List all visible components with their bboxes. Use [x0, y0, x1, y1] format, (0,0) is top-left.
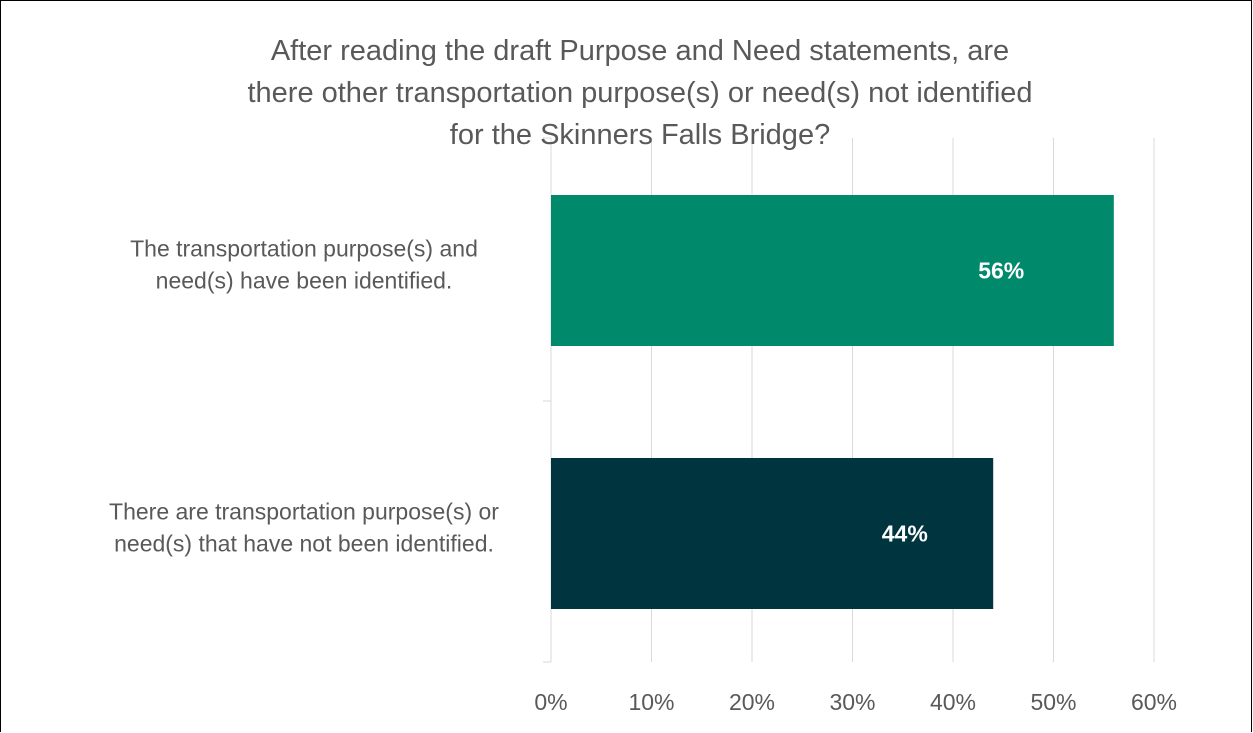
x-tick-label: 10%	[628, 689, 674, 715]
x-tick-label: 30%	[829, 689, 875, 715]
x-tick-label: 20%	[729, 689, 775, 715]
data-label: 44%	[882, 521, 928, 547]
x-tick-label: 60%	[1131, 689, 1177, 715]
category-label: There are transportation purpose(s) or	[109, 499, 499, 525]
category-labels: The transportation purpose(s) and need(s)…	[109, 236, 499, 557]
category-label: need(s) have been identified.	[156, 268, 453, 294]
x-tick-label: 0%	[534, 689, 567, 715]
data-label: 56%	[978, 258, 1024, 284]
data-labels: 56% 44%	[882, 258, 1025, 547]
category-label: need(s) that have not been identified.	[114, 531, 494, 557]
x-tick-label: 50%	[1030, 689, 1076, 715]
bar	[551, 458, 994, 609]
x-tick-label: 40%	[930, 689, 976, 715]
category-axis	[543, 137, 552, 663]
bars	[551, 195, 1114, 609]
bar	[551, 195, 1114, 346]
chart-title-line-1: After reading the draft Purpose and Need…	[271, 35, 1009, 67]
category-label: The transportation purpose(s) and	[130, 236, 478, 262]
x-tick-labels: 0% 10% 20% 30% 40% 50% 60%	[534, 689, 1177, 715]
chart-title-line-3: for the Skinners Falls Bridge?	[450, 119, 830, 151]
chart-title-line-2: there other transportation purpose(s) or…	[247, 77, 1032, 109]
